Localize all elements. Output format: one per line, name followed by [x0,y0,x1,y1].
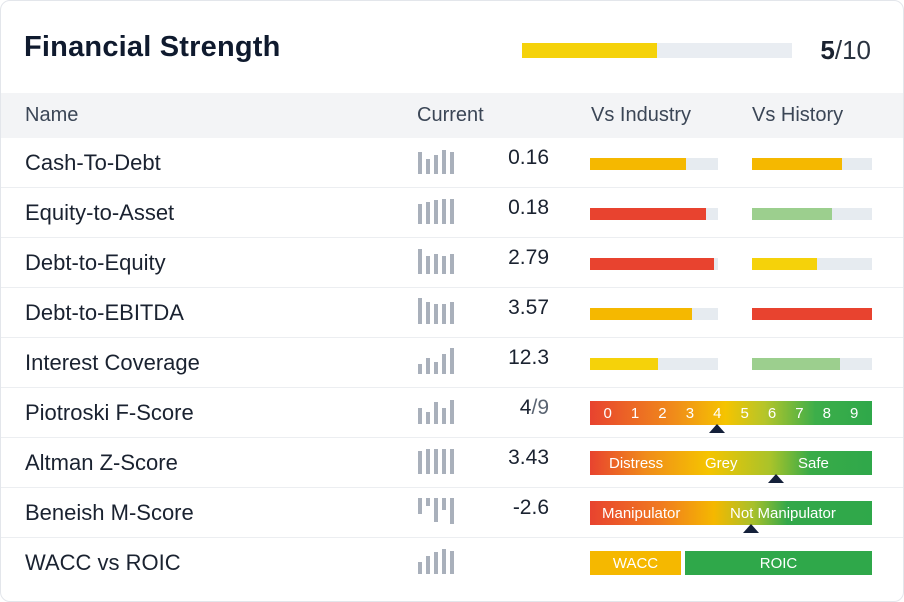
row-value: 12.3 [508,346,549,369]
score-text: 5/10 [820,35,871,66]
beneish-scale[interactable]: Manipulator Not Manipulator [590,501,872,525]
industry-bar[interactable] [590,208,718,220]
sparkline-icon[interactable] [417,494,457,524]
beneish-marker [742,524,759,533]
beneish-label-not-manipulator: Not Manipulator [730,504,836,522]
table-row[interactable]: Equity-to-Asset 0.18 [1,188,903,238]
score-denominator: /10 [834,35,871,65]
col-current-header[interactable]: Current [417,104,484,126]
score-bar-fill [522,43,657,58]
table-row[interactable]: Altman Z-Score 3.43 Distress Grey Safe [1,438,903,488]
industry-bar-fill [590,208,706,220]
history-bar-fill [752,258,817,270]
piotroski-scale-tick: 9 [850,404,859,422]
industry-bar-fill [590,308,692,320]
col-name-header[interactable]: Name [25,104,79,126]
row-name[interactable]: Beneish M-Score [25,500,194,525]
table-row[interactable]: Interest Coverage 12.3 [1,338,903,388]
sparkline-icon[interactable] [417,444,457,474]
score-value: 5 [820,35,835,65]
score-bar [522,43,792,58]
piotroski-scale-tick: 3 [685,404,695,422]
row-name[interactable]: WACC vs ROIC [25,550,181,575]
wacc-label: WACC [612,554,659,572]
altman-marker [768,474,785,483]
piotroski-value: 4 [519,396,532,419]
table-row[interactable]: Cash-To-Debt 0.16 [1,138,903,188]
row-value: 4/9 [520,396,549,420]
sparkline-icon[interactable] [417,244,457,274]
roic-label: ROIC [759,554,798,572]
sparkline-icon[interactable] [417,344,457,374]
altman-scale[interactable]: Distress Grey Safe [590,451,872,475]
row-name[interactable]: Interest Coverage [25,350,200,375]
piotroski-scale-tick: 5 [740,404,749,422]
piotroski-scale-tick: 4 [713,404,722,422]
piotroski-scale-tick: 7 [795,404,804,422]
history-bar-fill [752,308,872,320]
row-value: 3.57 [508,296,549,319]
industry-bar-fill [590,358,658,370]
history-bar-fill [752,158,842,170]
row-name[interactable]: Piotroski F-Score [25,400,194,425]
altman-label-grey: Grey [705,454,738,472]
table-header: Name Current Vs Industry Vs History [1,93,903,138]
industry-bar[interactable] [590,258,718,270]
sparkline-icon[interactable] [417,144,457,174]
row-name[interactable]: Altman Z-Score [25,450,178,475]
history-bar[interactable] [752,208,872,220]
row-value: 0.18 [508,196,549,219]
sparkline-icon[interactable] [417,194,457,224]
industry-bar[interactable] [590,308,718,320]
piotroski-scale-tick: 1 [630,404,640,422]
piotroski-denominator: /9 [531,396,549,419]
history-bar[interactable] [752,258,872,270]
wacc-bar[interactable]: WACC [590,551,681,575]
row-name[interactable]: Debt-to-EBITDA [25,300,184,325]
history-bar-fill [752,208,832,220]
history-bar[interactable] [752,158,872,170]
sparkline-icon[interactable] [417,544,457,574]
piotroski-scale-tick: 2 [658,404,667,422]
col-history-header[interactable]: Vs History [752,104,844,126]
table-row[interactable]: Debt-to-Equity 2.79 [1,238,903,288]
history-bar[interactable] [752,308,872,320]
piotroski-scale-tick: 0 [603,404,612,422]
row-value: -2.6 [512,496,549,519]
row-value: 0.16 [508,146,549,169]
altman-label-safe: Safe [798,454,829,472]
row-name[interactable]: Equity-to-Asset [25,200,175,225]
industry-bar-fill [590,158,686,170]
col-industry-header[interactable]: Vs Industry [591,104,692,126]
sparkline-icon[interactable] [417,294,457,324]
industry-bar[interactable] [590,158,718,170]
beneish-label-manipulator: Manipulator [602,504,681,522]
table-row[interactable]: WACC vs ROIC WACC ROIC [1,538,903,588]
table-row[interactable]: Beneish M-Score -2.6 Manipulator Not Man… [1,488,903,538]
row-value: 3.43 [508,446,549,469]
table-row[interactable]: Debt-to-EBITDA 3.57 [1,288,903,338]
piotroski-scale-tick: 8 [822,404,831,422]
altman-label-distress: Distress [609,454,664,472]
sparkline-icon[interactable] [417,394,457,424]
row-name[interactable]: Cash-To-Debt [25,150,161,175]
history-bar[interactable] [752,358,872,370]
row-name[interactable]: Debt-to-Equity [25,250,166,275]
roic-bar[interactable]: ROIC [685,551,872,575]
piotroski-marker [708,424,725,433]
piotroski-scale-tick: 6 [767,404,777,422]
industry-bar[interactable] [590,358,718,370]
industry-bar-fill [590,258,714,270]
history-bar-fill [752,358,840,370]
row-value: 2.79 [508,246,549,269]
card-title: Financial Strength [24,31,281,63]
